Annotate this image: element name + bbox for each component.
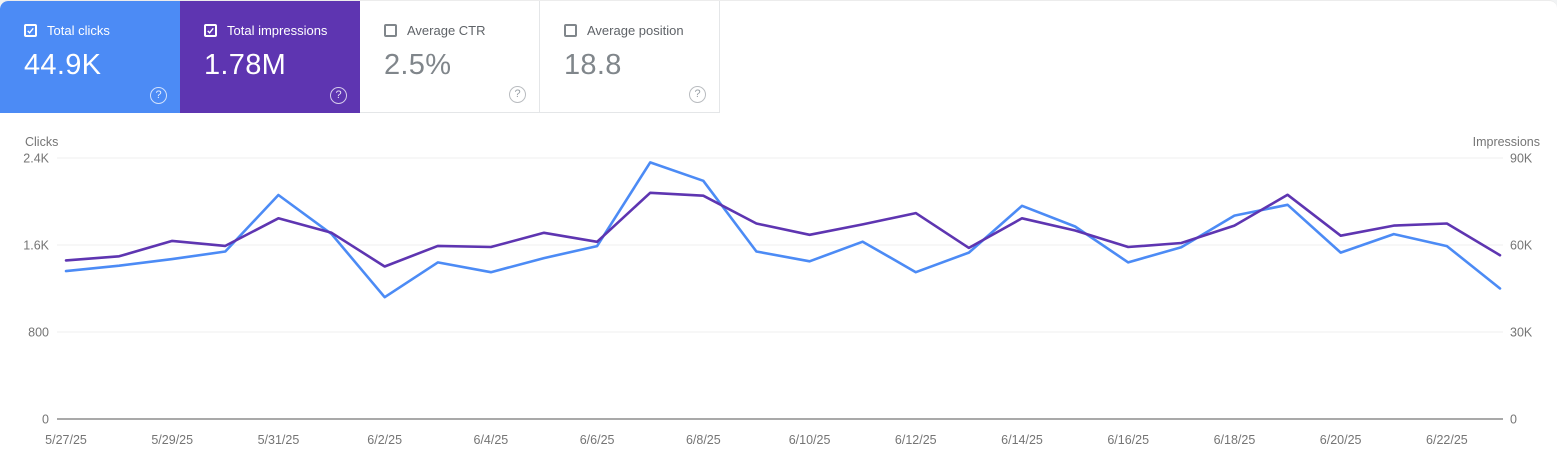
left-axis-tick: 800: [28, 326, 49, 340]
left-axis-tick: 0: [42, 413, 49, 427]
performance-chart[interactable]: 2.4K 90K 1.6K 60K 800 30K 0 0 Clicks Impressions 5…: [0, 113, 1557, 471]
card-label: Average CTR: [407, 23, 486, 38]
total-impressions-line: [64, 191, 1502, 268]
date-tick: 6/14/25: [1001, 433, 1043, 447]
date-tick: 6/4/25: [474, 433, 509, 447]
date-tick: 6/16/25: [1107, 433, 1149, 447]
left-axis-tick: 2.4K: [23, 152, 49, 166]
card-value: 18.8: [564, 49, 622, 81]
right-axis-label: Impressions: [1473, 135, 1540, 149]
date-tick: 6/10/25: [789, 433, 831, 447]
date-tick: 6/8/25: [686, 433, 721, 447]
right-axis-tick: 90K: [1510, 152, 1533, 166]
date-tick: 6/12/25: [895, 433, 937, 447]
card-label: Total impressions: [227, 23, 328, 38]
date-tick: 6/20/25: [1320, 433, 1362, 447]
card-value: 2.5%: [384, 49, 452, 81]
card-label: Average position: [587, 23, 684, 38]
date-tick: 5/27/25: [45, 433, 87, 447]
help-icon[interactable]: ?: [689, 86, 706, 103]
card-value: 44.9K: [24, 49, 102, 81]
average-position-checkbox[interactable]: [564, 24, 577, 37]
right-axis-tick: 60K: [1510, 239, 1533, 253]
metric-card-average-ctr[interactable]: Average CTR 2.5% ?: [360, 1, 540, 113]
date-tick: 5/31/25: [258, 433, 300, 447]
left-axis-tick: 1.6K: [23, 239, 49, 253]
checkmark-icon: [27, 27, 34, 34]
date-tick: 6/22/25: [1426, 433, 1468, 447]
metric-card-average-position[interactable]: Average position 18.8 ?: [540, 1, 720, 113]
total-impressions-checkbox[interactable]: [204, 24, 217, 37]
card-value: 1.78M: [204, 49, 287, 81]
metric-card-total-clicks[interactable]: Total clicks 44.9K ?: [0, 1, 180, 113]
total-clicks-checkbox[interactable]: [24, 24, 37, 37]
metric-cards-row: Total clicks 44.9K ? Total impressions 1…: [0, 1, 1557, 113]
right-axis-tick: 0: [1510, 413, 1517, 427]
metric-card-total-impressions[interactable]: Total impressions 1.78M ?: [180, 1, 360, 113]
help-icon[interactable]: ?: [150, 87, 167, 104]
right-axis-tick: 30K: [1510, 326, 1533, 340]
date-tick: 6/2/25: [367, 433, 402, 447]
help-icon[interactable]: ?: [509, 86, 526, 103]
performance-chart-area: 2.4K 90K 1.6K 60K 800 30K 0 0 Clicks Impressions 5…: [0, 113, 1557, 471]
date-tick: 5/29/25: [151, 433, 193, 447]
date-tick: 6/18/25: [1214, 433, 1256, 447]
card-label: Total clicks: [47, 23, 110, 38]
average-ctr-checkbox[interactable]: [384, 24, 397, 37]
left-axis-label: Clicks: [25, 135, 58, 149]
checkmark-icon: [207, 27, 214, 34]
help-icon[interactable]: ?: [330, 87, 347, 104]
date-tick: 6/6/25: [580, 433, 615, 447]
